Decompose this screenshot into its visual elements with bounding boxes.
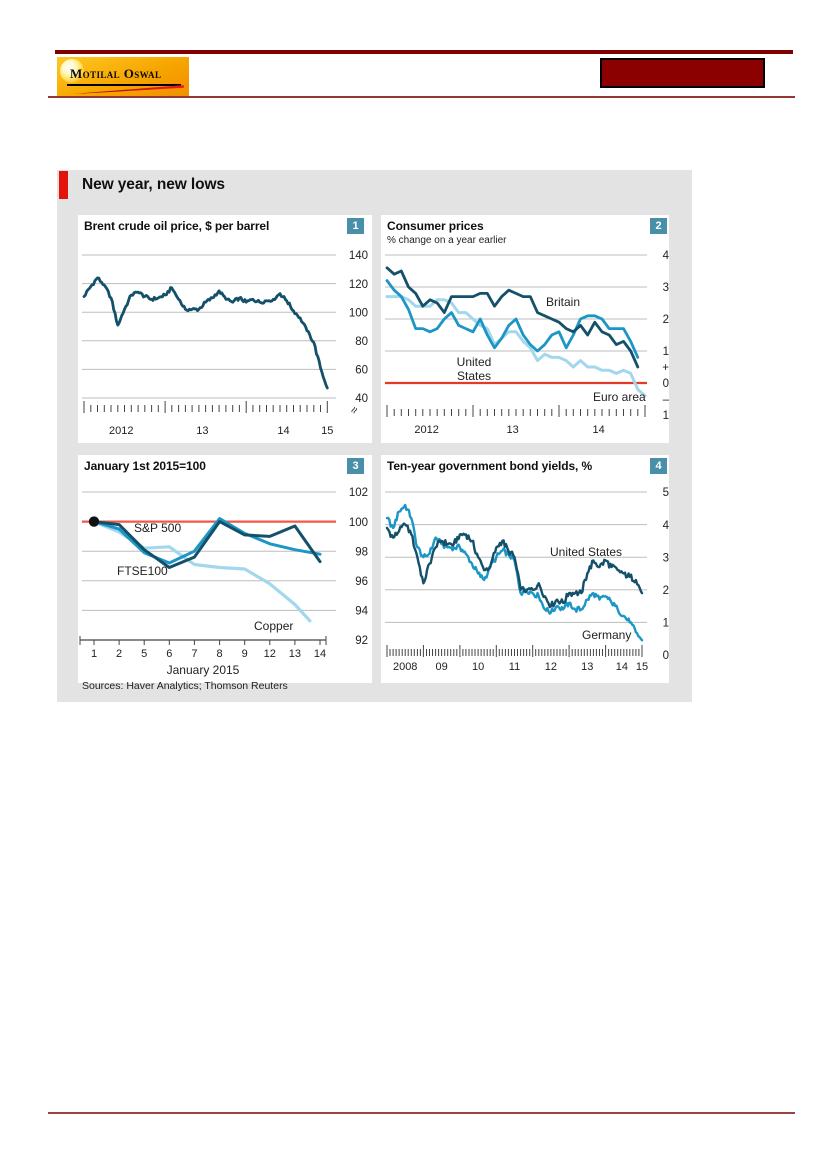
- series-label: United States: [457, 355, 492, 383]
- svg-text:80: 80: [355, 336, 368, 348]
- svg-text:7: 7: [191, 648, 197, 660]
- svg-text:14: 14: [592, 424, 604, 436]
- brent-chart-plot: 140 120 100 80 60 40≈2012 13 14 15: [82, 250, 368, 437]
- chart-card-consumer-prices: 4 3 2 1 +0 – 1 2012 13 14 Britain United States Euro …: [381, 215, 669, 443]
- svg-text:15: 15: [636, 661, 648, 673]
- logo-text: Motilal Oswal: [70, 66, 162, 81]
- svg-text:2012: 2012: [109, 425, 133, 437]
- svg-text:–: –: [663, 394, 669, 406]
- chart-subtitle: % change on a year earlier: [387, 235, 507, 246]
- figure-panel: New year, new lows 140 120 100 80 60 40 ≈2012 1…: [57, 170, 692, 702]
- svg-text:+: +: [662, 362, 669, 374]
- chart-number-badge: 4: [650, 458, 667, 474]
- series-label: United States: [550, 545, 622, 559]
- svg-text:2: 2: [116, 648, 122, 660]
- series-label: Germany: [582, 628, 631, 642]
- svg-text:12: 12: [264, 648, 276, 660]
- svg-text:14: 14: [277, 425, 289, 437]
- chart-title: Consumer prices: [387, 219, 484, 233]
- svg-text:2008: 2008: [393, 661, 417, 673]
- chart-card-markets-jan2015: 102 100 98 96 94 92 1 2 5 6 7 8 9 12 13 14 January 2015 S…: [78, 455, 372, 683]
- chart-number-badge: 3: [347, 458, 364, 474]
- svg-text:15: 15: [321, 425, 333, 437]
- header-rule-thick: [55, 50, 793, 54]
- svg-text:13: 13: [196, 425, 208, 437]
- svg-text:2012: 2012: [414, 424, 438, 436]
- svg-text:13: 13: [581, 661, 593, 673]
- chart-title: January 1st 2015=100: [84, 459, 206, 473]
- sources-note: Sources: Haver Analytics; Thomson Reuter…: [82, 680, 288, 692]
- svg-text:102: 102: [349, 487, 368, 499]
- series-label: Copper: [254, 619, 293, 633]
- series-label: FTSE100: [117, 564, 168, 578]
- svg-text:2: 2: [663, 585, 669, 597]
- chart-card-bond-yields: 5 4 3 2 1 0 2008 09 10 11 12 13 14 15 United States Ger…: [381, 455, 669, 683]
- svg-text:3: 3: [663, 282, 669, 294]
- svg-text:60: 60: [355, 365, 368, 377]
- logo-swoosh: [72, 85, 184, 94]
- svg-text:40: 40: [355, 393, 368, 405]
- chart-number-badge: 1: [347, 218, 364, 234]
- svg-text:8: 8: [217, 648, 223, 660]
- svg-text:14: 14: [616, 661, 628, 673]
- series-label: Britain: [546, 295, 580, 309]
- svg-text:11: 11: [509, 661, 520, 673]
- logo-sun-icon: [60, 59, 84, 83]
- figure-title: New year, new lows: [82, 176, 225, 193]
- svg-text:100: 100: [349, 307, 368, 319]
- svg-text:92: 92: [355, 635, 368, 647]
- svg-text:96: 96: [355, 576, 368, 588]
- svg-text:1: 1: [663, 410, 669, 422]
- svg-text:4: 4: [663, 250, 669, 262]
- svg-text:3: 3: [663, 552, 669, 564]
- chart-card-brent: 140 120 100 80 60 40 ≈2012 13 14 15 Brent crude o…: [78, 215, 372, 443]
- series-label: Euro area: [593, 390, 646, 404]
- svg-text:January 2015: January 2015: [167, 663, 240, 677]
- svg-text:0: 0: [663, 378, 669, 390]
- svg-text:1: 1: [663, 346, 669, 358]
- svg-text:98: 98: [355, 546, 368, 558]
- chart-title: Brent crude oil price, $ per barrel: [84, 219, 270, 233]
- svg-text:5: 5: [663, 487, 669, 499]
- svg-text:≈: ≈: [346, 403, 362, 416]
- chart-number-badge: 2: [650, 218, 667, 234]
- header-red-box: [600, 58, 765, 88]
- svg-text:5: 5: [141, 648, 147, 660]
- svg-text:0: 0: [663, 650, 669, 662]
- series-label: S&P 500: [134, 521, 181, 535]
- svg-text:100: 100: [349, 517, 368, 529]
- figure-accent-bar: [59, 171, 68, 199]
- svg-text:6: 6: [166, 648, 172, 660]
- svg-text:12: 12: [545, 661, 557, 673]
- motilal-oswal-logo: Motilal Oswal: [57, 57, 189, 96]
- svg-text:13: 13: [289, 648, 301, 660]
- consumer-prices-chart-plot: 4 3 2 1 +0 – 1 2012 13 14 Britain United States Euro …: [385, 250, 669, 436]
- footer-rule: [48, 1112, 795, 1114]
- svg-text:1: 1: [91, 648, 97, 660]
- header-rule-thin: [48, 96, 795, 98]
- svg-text:10: 10: [472, 661, 484, 673]
- svg-text:1: 1: [663, 618, 669, 630]
- svg-text:94: 94: [355, 606, 368, 618]
- svg-text:2: 2: [663, 314, 669, 326]
- svg-text:14: 14: [314, 648, 326, 660]
- svg-text:9: 9: [242, 648, 248, 660]
- logo-underline: [67, 84, 181, 86]
- svg-text:13: 13: [506, 424, 518, 436]
- svg-text:09: 09: [435, 661, 447, 673]
- svg-text:120: 120: [349, 279, 368, 291]
- svg-text:4: 4: [663, 520, 669, 532]
- chart-title: Ten-year government bond yields, %: [387, 459, 593, 473]
- svg-text:140: 140: [349, 250, 368, 262]
